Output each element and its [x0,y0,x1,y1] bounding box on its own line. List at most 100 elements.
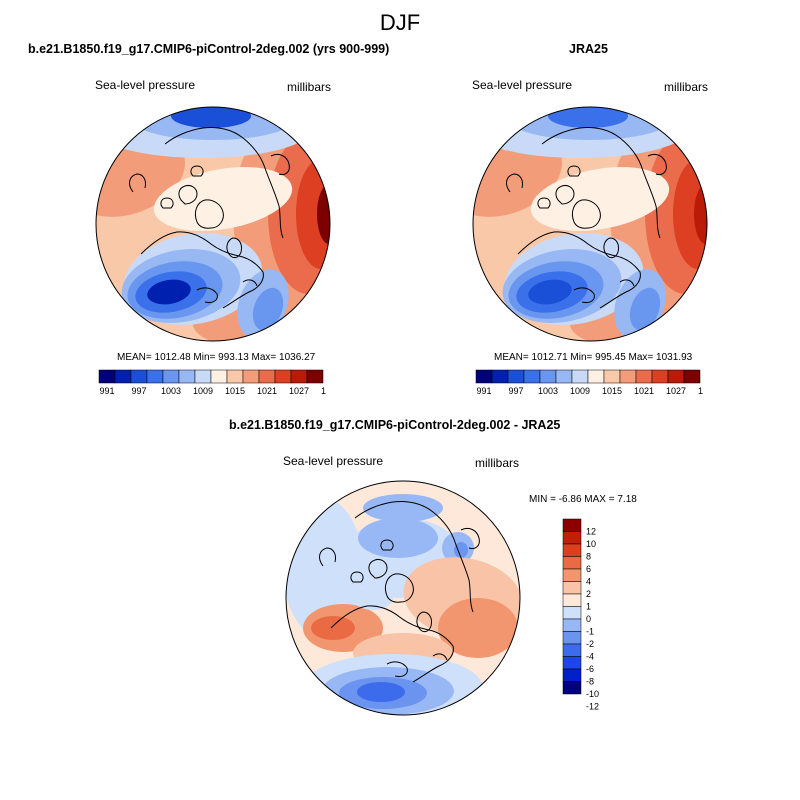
colorbar-swatch [562,543,582,557]
model-stats: MEAN= 1012.48 Min= 993.13 Max= 1036.27 [117,352,316,363]
pressure-contour-fill [363,494,443,522]
colorbar-swatch [562,668,582,682]
coastline [319,547,336,567]
colorbar-swatch [562,606,582,620]
coastline [432,653,448,661]
coastline [178,185,198,205]
colorbar-swatch [562,518,582,532]
colorbar-swatch [130,369,148,384]
colorbar-swatch [683,369,701,384]
colorbar-tick-label: 8 [586,552,591,562]
colorbar-swatch [562,643,582,657]
pressure-contour-fill [252,287,284,331]
colorbar-swatch [562,631,582,645]
slp-field [96,107,330,341]
colorbar-swatch [562,556,582,570]
obs-slp-map [472,106,708,342]
colorbar-swatch [562,568,582,582]
colorbar-swatch [306,369,324,384]
coastline [380,539,394,551]
colorbar-swatch [651,369,669,384]
colorbar-swatch [562,656,582,670]
coastline [190,165,204,177]
pressure-contour-fill [171,107,251,128]
colorbar-tick-label: 4 [586,577,591,587]
coastline [603,237,619,259]
colorbar-swatch [491,369,509,384]
colorbar-swatch [571,369,589,384]
coastline [567,165,581,177]
colorbar-swatch [178,369,196,384]
colorbar-swatch [475,369,493,384]
colorbar-swatch [258,369,276,384]
coastline [647,153,667,175]
pressure-contour-fill [147,279,191,305]
obs-variable-label: Sea-level pressure [472,78,573,92]
diff-units-label: millibars [475,456,520,470]
colorbar-tick-label: 2 [586,589,591,599]
pressure-contour-fill [438,598,518,658]
colorbar-swatch [587,369,605,384]
coastline [460,527,480,549]
obs-stats: MEAN= 1012.71 Min= 995.45 Max= 1031.93 [494,352,693,363]
colorbar-tick-label: -1 [586,627,594,637]
model-colorbar: 991 997 1003 1009 1015 1021 1027 1033 [98,369,326,395]
colorbar-swatch [114,369,132,384]
colorbar-tick-label: 1015 [602,386,622,395]
map-boundary [472,106,708,342]
pressure-contour-fill [548,107,628,128]
colorbar-tick-label: 1003 [538,386,558,395]
colorbar-swatch [162,369,180,384]
colorbar-tick-label: 1027 [289,386,309,395]
colorbar-tick-label: 12 [586,527,596,537]
pressure-contour-fill [454,542,468,558]
pressure-contour-fill [358,518,438,558]
colorbar-tick-label: 1003 [161,386,181,395]
pressure-contour-fill [353,586,393,610]
colorbar-swatch [194,369,212,384]
diff-panel-title: b.e21.B1850.f19_g17.CMIP6-piControl-2deg… [229,418,561,432]
colorbar-tick-label: 1021 [634,386,654,395]
colorbar-swatch [555,369,573,384]
colorbar-tick-label: 1027 [666,386,686,395]
coastline [129,173,146,193]
colorbar-tick-label: -10 [586,689,599,699]
diff-slp-map [285,480,521,716]
colorbar-tick-label: -6 [586,664,594,674]
colorbar-tick-label: -12 [586,702,599,712]
coastline [386,661,408,677]
map-boundary [285,480,521,716]
pressure-contour-fill [317,184,330,244]
pressure-contour-fill [530,167,670,231]
coastline [160,197,174,209]
coastline [354,501,474,613]
colorbar-swatch [98,369,116,384]
colorbar-tick-label: -8 [586,677,594,687]
model-panel-title: b.e21.B1850.f19_g17.CMIP6-piControl-2deg… [28,42,390,56]
pressure-contour-fill [357,682,405,702]
colorbar-tick-label: -4 [586,652,594,662]
pressure-contour-fill [694,184,707,244]
coastline [350,571,364,583]
obs-colorbar: 991 997 1003 1009 1015 1021 1027 1033 [475,369,703,395]
coastline [226,237,242,259]
coastline [270,153,290,175]
coastline [194,199,224,229]
coastline [571,199,601,229]
obs-panel-title: JRA25 [569,42,608,56]
pressure-contour-fill [528,279,572,305]
coastline [541,127,661,239]
colorbar-tick-label: 997 [131,386,146,395]
colorbar-tick-label: -2 [586,639,594,649]
colorbar-swatch [562,531,582,545]
model-units-label: millibars [287,80,332,94]
coastline [619,279,635,287]
colorbar-tick-label: 1015 [225,386,245,395]
diff-variable-label: Sea-level pressure [283,454,384,468]
colorbar-swatch [562,581,582,595]
obs-units-label: millibars [664,80,709,94]
colorbar-swatch [274,369,292,384]
model-slp-map [95,106,331,342]
colorbar-swatch [210,369,228,384]
